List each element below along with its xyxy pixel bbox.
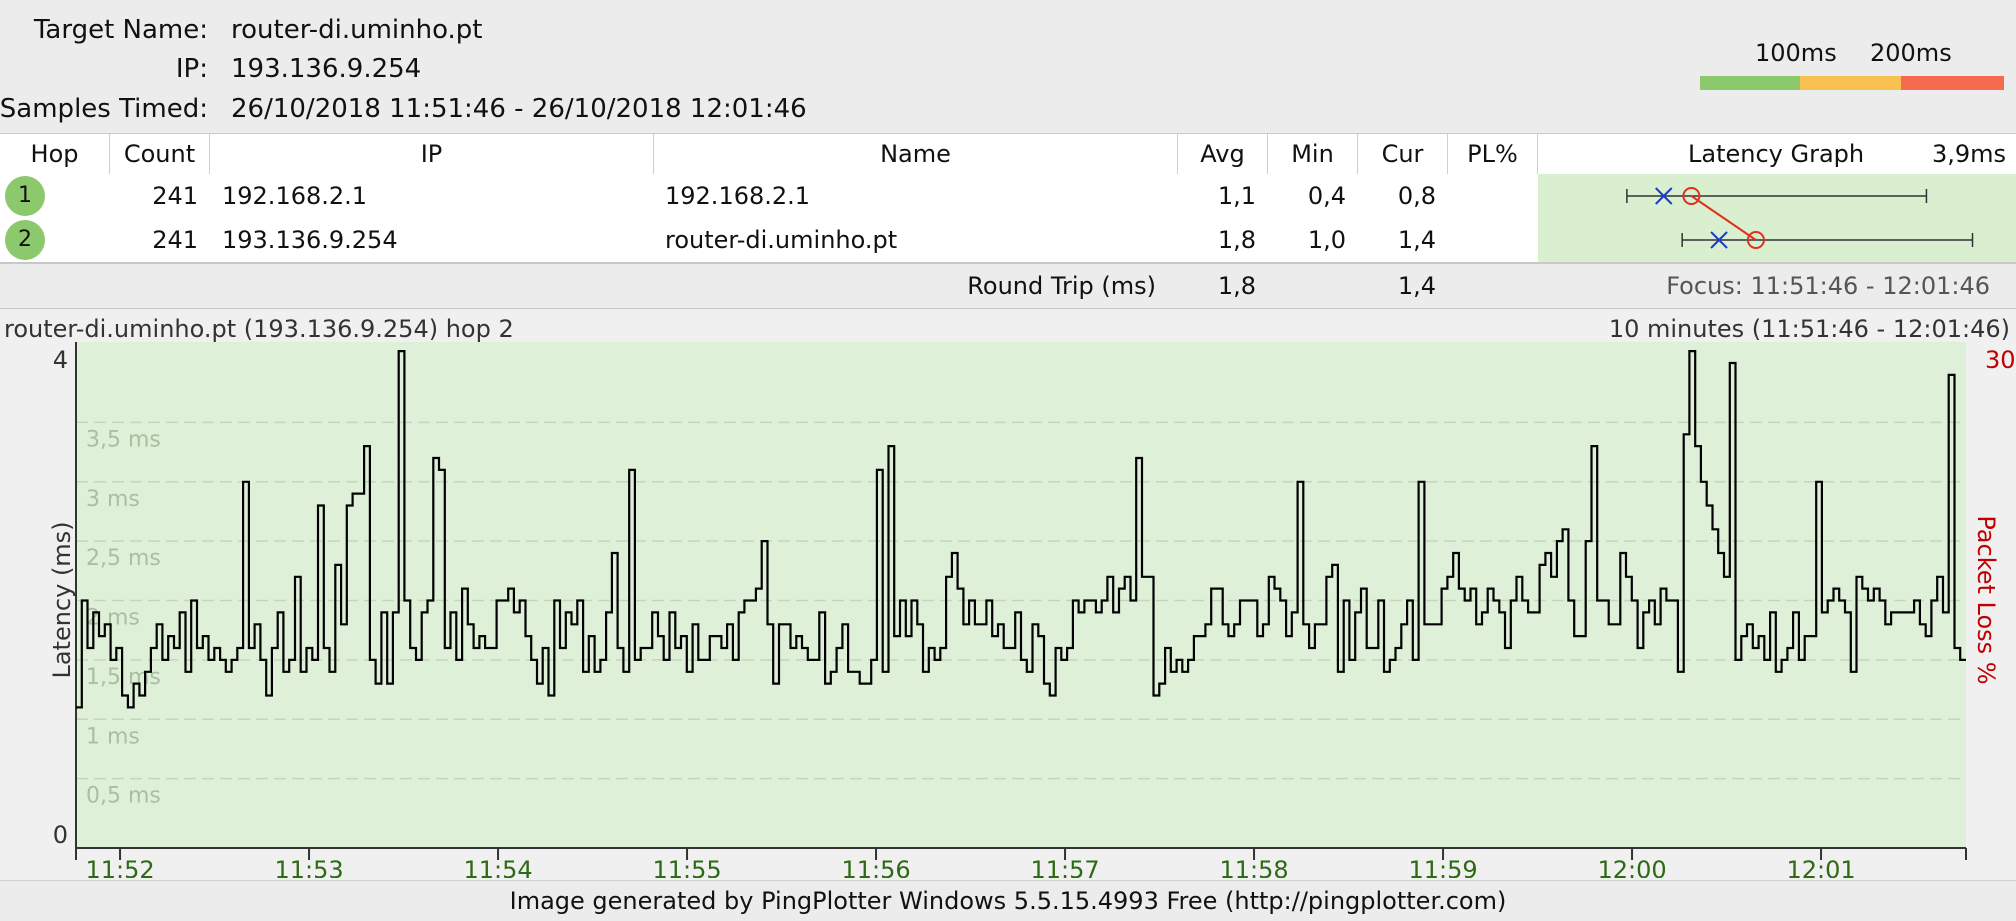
x-tick-label: 11:59	[1408, 856, 1477, 878]
x-tick-label: 11:56	[841, 856, 910, 878]
col-ip[interactable]: IP	[210, 134, 654, 174]
cell-cur: 1,4	[1397, 226, 1436, 254]
cell-cur: 0,8	[1397, 182, 1436, 210]
hop-rows: 1 241 192.168.2.1 192.168.2.1 1,1 0,4 0,…	[0, 174, 2016, 264]
hop-table-header: Hop Count IP Name Avg Min Cur PL% Latenc…	[0, 133, 2016, 175]
y-grid-label: 0,5 ms	[86, 784, 161, 809]
target-name-value: router-di.uminho.pt	[231, 15, 483, 45]
cell-pl	[1448, 174, 1526, 218]
time-graph-range: 10 minutes (11:51:46 - 12:01:46)	[1608, 315, 2010, 343]
round-trip-label: Round Trip (ms)	[967, 272, 1156, 300]
scale-label-200ms: 200ms	[1870, 39, 1952, 67]
col-cur[interactable]: Cur	[1358, 134, 1448, 174]
hop-current-marker	[1655, 187, 1673, 205]
y2-axis-title: Packet Loss %	[1972, 515, 2000, 684]
col-latency-graph[interactable]: Latency Graph 3,9ms	[1538, 134, 2016, 174]
cell-count: 241	[152, 226, 198, 254]
scale-label-100ms: 100ms	[1755, 39, 1837, 67]
y-grid-label: 1,5 ms	[86, 665, 161, 690]
y-tick-label: 0	[53, 821, 68, 849]
target-name-label: Target Name:	[33, 15, 208, 45]
table-row[interactable]: 2 241 193.136.9.254 router-di.uminho.pt …	[0, 218, 1538, 262]
y-grid-label: 2,5 ms	[86, 546, 161, 571]
latency-graph-title: Latency Graph	[1688, 140, 1865, 168]
cell-name: 192.168.2.1	[665, 182, 811, 210]
cell-avg: 1,8	[1217, 226, 1256, 254]
samples-timed-label: Samples Timed:	[0, 94, 208, 124]
y2-tick-label: 30	[1985, 346, 2016, 374]
round-trip-row: Round Trip (ms) 1,8 1,4 Focus: 11:51:46 …	[0, 264, 2016, 309]
x-tick-label: 11:58	[1219, 856, 1288, 878]
cell-count: 241	[152, 182, 198, 210]
hop-latency-graph	[1626, 187, 1974, 249]
latency-time-graph[interactable]: 3,5 ms 3 ms 2,5 ms 2 ms 1,5 ms 1 ms 0,5 ms 4 0 30…	[0, 338, 2016, 878]
col-count[interactable]: Count	[110, 134, 210, 174]
col-min[interactable]: Min	[1268, 134, 1358, 174]
latency-series-line	[76, 350, 1966, 709]
cell-name: router-di.uminho.pt	[665, 226, 898, 254]
hop-avg-marker	[1682, 187, 1701, 205]
hop-current-marker	[1710, 231, 1728, 249]
ip-label: IP:	[175, 54, 208, 84]
cell-min: 1,0	[1307, 226, 1346, 254]
y-grid-label: 3,5 ms	[86, 427, 161, 452]
time-graph-title: router-di.uminho.pt (193.136.9.254) hop …	[4, 315, 514, 343]
x-tick-label: 12:00	[1597, 856, 1666, 878]
x-tick-label: 12:01	[1786, 856, 1855, 878]
hop-avg-connector	[1690, 195, 1757, 241]
hop-avg-marker	[1746, 231, 1765, 249]
round-trip-cur: 1,4	[1397, 272, 1436, 300]
col-avg[interactable]: Avg	[1178, 134, 1268, 174]
samples-timed-value: 26/10/2018 11:51:46 - 26/10/2018 12:01:4…	[231, 94, 807, 124]
table-row[interactable]: 1 241 192.168.2.1 192.168.2.1 1,1 0,4 0,…	[0, 174, 1538, 218]
scale-bar-red	[1901, 76, 2004, 90]
latency-graph-scale: 3,9ms	[1931, 140, 2006, 168]
scale-bar-green	[1700, 76, 1800, 90]
footer-credit: Image generated by PingPlotter Windows 5…	[0, 880, 2016, 921]
y-grid-label: 2 ms	[86, 606, 140, 631]
hop-graph-area	[1538, 174, 2016, 262]
y-tick-label: 4	[53, 346, 68, 374]
hop-badge: 2	[5, 220, 45, 260]
x-tick-label: 11:57	[1030, 856, 1099, 878]
y-grid-label: 1 ms	[86, 724, 140, 749]
cell-ip: 192.168.2.1	[222, 182, 368, 210]
scale-bar-yellow	[1800, 76, 1901, 90]
col-pl[interactable]: PL%	[1448, 134, 1538, 174]
ip-value: 193.136.9.254	[231, 54, 422, 84]
x-tick-label: 11:52	[85, 856, 154, 878]
focus-range: Focus: 11:51:46 - 12:01:46	[1666, 272, 1990, 300]
cell-pl	[1448, 218, 1526, 262]
cell-avg: 1,1	[1217, 182, 1256, 210]
col-name[interactable]: Name	[654, 134, 1178, 174]
y-axis-title: Latency (ms)	[48, 521, 76, 678]
y-grid-label: 3 ms	[86, 487, 140, 512]
round-trip-avg: 1,8	[1217, 272, 1256, 300]
col-hop[interactable]: Hop	[0, 134, 110, 174]
hop-badge: 1	[5, 176, 45, 216]
plot-background	[76, 342, 1966, 848]
x-tick-label: 11:55	[652, 856, 721, 878]
report-header: Target Name: router-di.uminho.pt IP: 193…	[0, 0, 2016, 132]
x-tick-label: 11:53	[274, 856, 343, 878]
cell-min: 0,4	[1307, 182, 1346, 210]
x-tick-label: 11:54	[463, 856, 532, 878]
cell-ip: 193.136.9.254	[222, 226, 398, 254]
